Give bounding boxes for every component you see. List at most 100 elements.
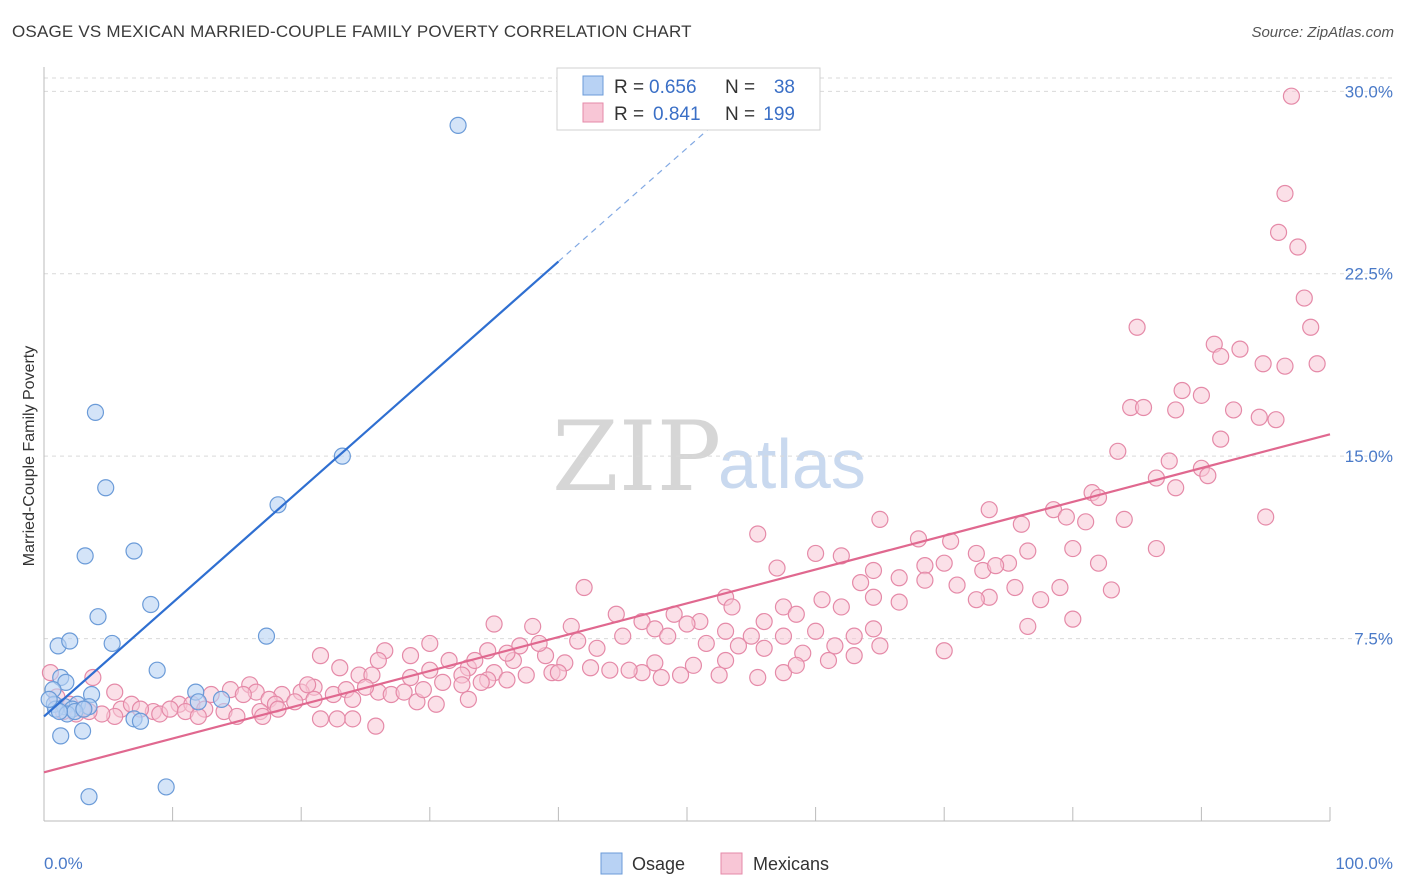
mexicans-point-112 — [581, 659, 600, 677]
mexicans-point-183 — [311, 710, 330, 728]
mexicans-point-91 — [742, 627, 760, 645]
mexicans-point-65 — [967, 591, 985, 609]
mexicans-point-191 — [472, 673, 490, 691]
osage-point-6 — [125, 542, 143, 560]
y-axis-label: Married-Couple Family Poverty — [21, 346, 38, 567]
osage-trend-extension — [558, 124, 714, 263]
mexicans-point-56 — [806, 544, 825, 563]
mexicans-point-34 — [1115, 510, 1133, 529]
bottom-legend-osage-label: Osage — [632, 854, 685, 874]
osage-point-0 — [449, 116, 467, 134]
mexicans-points — [41, 87, 1326, 735]
mexicans-point-96 — [421, 634, 439, 653]
osage-point-1 — [86, 403, 105, 421]
osage-point-4 — [269, 496, 287, 514]
legend-mexicans-n-value: 199 — [763, 104, 795, 125]
mexicans-point-4 — [1295, 289, 1313, 307]
mexicans-point-71 — [787, 605, 805, 623]
mexicans-point-150 — [234, 685, 252, 704]
mexicans-point-33 — [1077, 513, 1095, 531]
mexicans-point-5 — [1302, 318, 1320, 336]
y-tick-label-3: 30.0% — [1345, 82, 1393, 101]
mexicans-point-190 — [434, 673, 452, 691]
mexicans-point-199 — [414, 681, 432, 699]
osage-point-9 — [103, 634, 121, 653]
y-tick-label-0: 7.5% — [1354, 630, 1393, 649]
bottom-legend-mexicans-swatch — [720, 852, 743, 875]
mexicans-point-89 — [659, 627, 677, 645]
y-tick-label-1: 15.0% — [1345, 447, 1393, 466]
mexicans-point-85 — [1019, 617, 1037, 636]
osage-point-3 — [97, 479, 115, 497]
mexicans-point-63 — [864, 588, 883, 606]
mexicans-point-122 — [601, 661, 619, 679]
legend-osage-r-value: 0.656 — [649, 77, 697, 98]
mexicans-point-127 — [787, 656, 805, 674]
y-tick-labels: 7.5% 15.0% 22.5% 30.0% — [1345, 82, 1393, 648]
mexicans-point-114 — [671, 666, 690, 684]
osage-point-32 — [131, 712, 150, 730]
osage-point-15 — [57, 673, 75, 691]
mexicans-point-27 — [1167, 479, 1185, 497]
mexicans-point-22 — [1109, 442, 1127, 460]
mexicans-point-44 — [1089, 554, 1108, 572]
osage-point-33 — [73, 722, 92, 740]
mexicans-point-54 — [749, 525, 767, 543]
mexicans-point-69 — [774, 598, 793, 616]
mexicans-point-184 — [344, 710, 362, 728]
mexicans-point-80 — [646, 620, 664, 638]
mexicans-point-10 — [1254, 355, 1272, 373]
mexicans-point-12 — [1308, 355, 1326, 373]
x-tick-max: 100.0% — [1335, 854, 1393, 873]
mexicans-point-20 — [1267, 411, 1285, 429]
mexicans-point-83 — [845, 627, 863, 645]
osage-point-13 — [148, 661, 166, 679]
mexicans-point-181 — [106, 683, 124, 701]
legend-mexicans-n-label: N = — [725, 104, 755, 125]
mexicans-point-0 — [1282, 87, 1301, 105]
mexicans-point-70 — [832, 598, 850, 616]
mexicans-point-129 — [845, 647, 863, 665]
mexicans-point-16 — [1134, 398, 1153, 417]
mexicans-point-36 — [980, 501, 998, 519]
mexicans-point-13 — [1173, 381, 1191, 400]
mexicans-point-14 — [1192, 386, 1211, 404]
mexicans-point-125 — [684, 656, 703, 674]
mexicans-point-136 — [453, 676, 471, 694]
mexicans-point-99 — [697, 634, 715, 653]
mexicans-point-90 — [716, 622, 735, 640]
mexicans-point-113 — [646, 654, 664, 672]
osage-point-34 — [52, 727, 70, 745]
mexicans-point-55 — [768, 559, 786, 577]
mexicans-point-155 — [427, 695, 445, 713]
mexicans-point-197 — [331, 659, 349, 677]
mexicans-point-61 — [1051, 578, 1069, 597]
mexicans-point-46 — [916, 557, 934, 575]
osage-point-2 — [333, 447, 351, 465]
mexicans-point-188 — [299, 676, 317, 694]
legend-osage-n-label: N = — [725, 77, 755, 98]
mexicans-point-47 — [935, 554, 953, 572]
watermark: ZIP atlas — [552, 401, 866, 513]
legend-mexicans-r-label: R = — [614, 104, 644, 125]
legend-osage-r-label: R = — [614, 77, 644, 98]
mexicans-point-37 — [1012, 515, 1030, 533]
mexicans-point-40 — [967, 544, 985, 563]
osage-trend-line — [43, 260, 560, 718]
mexicans-point-202 — [328, 710, 346, 728]
mexicans-point-88 — [524, 617, 542, 636]
mexicans-point-67 — [813, 591, 831, 609]
bottom-legend-mexicans-label: Mexicans — [753, 854, 829, 874]
mexicans-point-35 — [871, 510, 889, 529]
mexicans-point-53 — [916, 571, 934, 589]
mexicans-point-9 — [1212, 347, 1230, 366]
mexicans-point-2 — [1269, 223, 1288, 241]
mexicans-point-137 — [498, 671, 516, 689]
mexicans-point-52 — [890, 569, 908, 587]
mexicans-point-1 — [1276, 184, 1294, 203]
mexicans-trend-line — [43, 433, 1331, 774]
mexicans-point-32 — [1057, 508, 1075, 526]
mexicans-point-86 — [1064, 610, 1082, 628]
mexicans-point-87 — [485, 615, 503, 633]
